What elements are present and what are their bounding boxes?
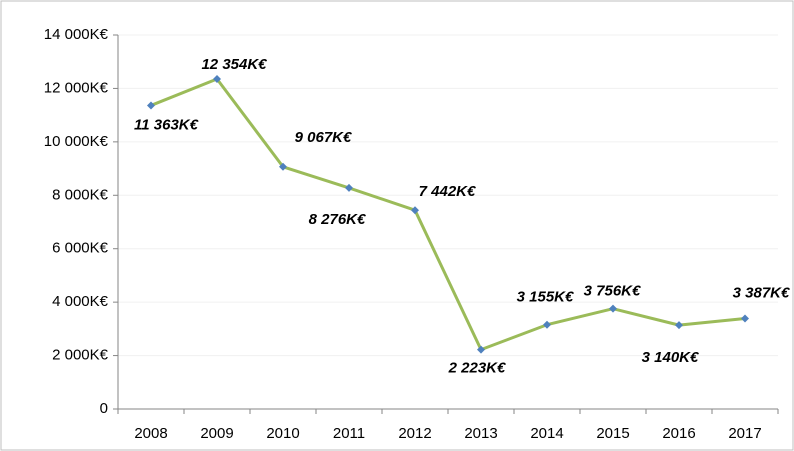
y-tick-label: 2 000K€ [52,347,109,364]
marker [741,314,749,323]
x-tick-label: 2017 [728,425,761,442]
x-tick-label: 2008 [134,425,167,442]
y-tick-label: 14 000K€ [44,26,109,43]
x-tick-label: 2015 [596,425,629,442]
marker [543,320,551,329]
value-label: 3 155K€ [517,289,574,306]
marker [411,206,419,215]
value-label: 12 354K€ [201,56,267,73]
y-tick-label: 4 000K€ [52,293,109,310]
value-label: 3 140K€ [642,349,699,366]
y-tick-label: 8 000K€ [52,186,109,203]
marker [675,321,683,330]
value-label: 9 067K€ [295,129,352,146]
x-tick-label: 2016 [662,425,695,442]
marker [477,345,485,354]
x-tick-label: 2014 [530,425,563,442]
value-label: 7 442K€ [419,183,476,200]
x-tick-label: 2009 [200,425,233,442]
y-tick-label: 6 000K€ [52,240,109,257]
y-tick-label: 12 000K€ [44,79,109,96]
y-tick-label: 0 [100,400,108,417]
marker [279,162,287,171]
marker [213,74,221,83]
y-tick-label: 10 000K€ [44,133,109,150]
marker [345,183,353,192]
value-label: 3 387K€ [733,284,790,301]
value-label: 8 276K€ [309,211,366,228]
value-label: 2 223K€ [448,360,506,377]
line [150,77,746,352]
marker [147,101,155,110]
x-tick-label: 2011 [333,425,365,442]
x-tick-label: 2012 [398,425,431,442]
value-label: 3 756K€ [584,283,641,300]
marker [609,304,617,313]
value-label: 11 363K€ [134,116,199,133]
x-tick-label: 2013 [464,425,497,442]
x-tick-label: 2010 [266,425,299,442]
